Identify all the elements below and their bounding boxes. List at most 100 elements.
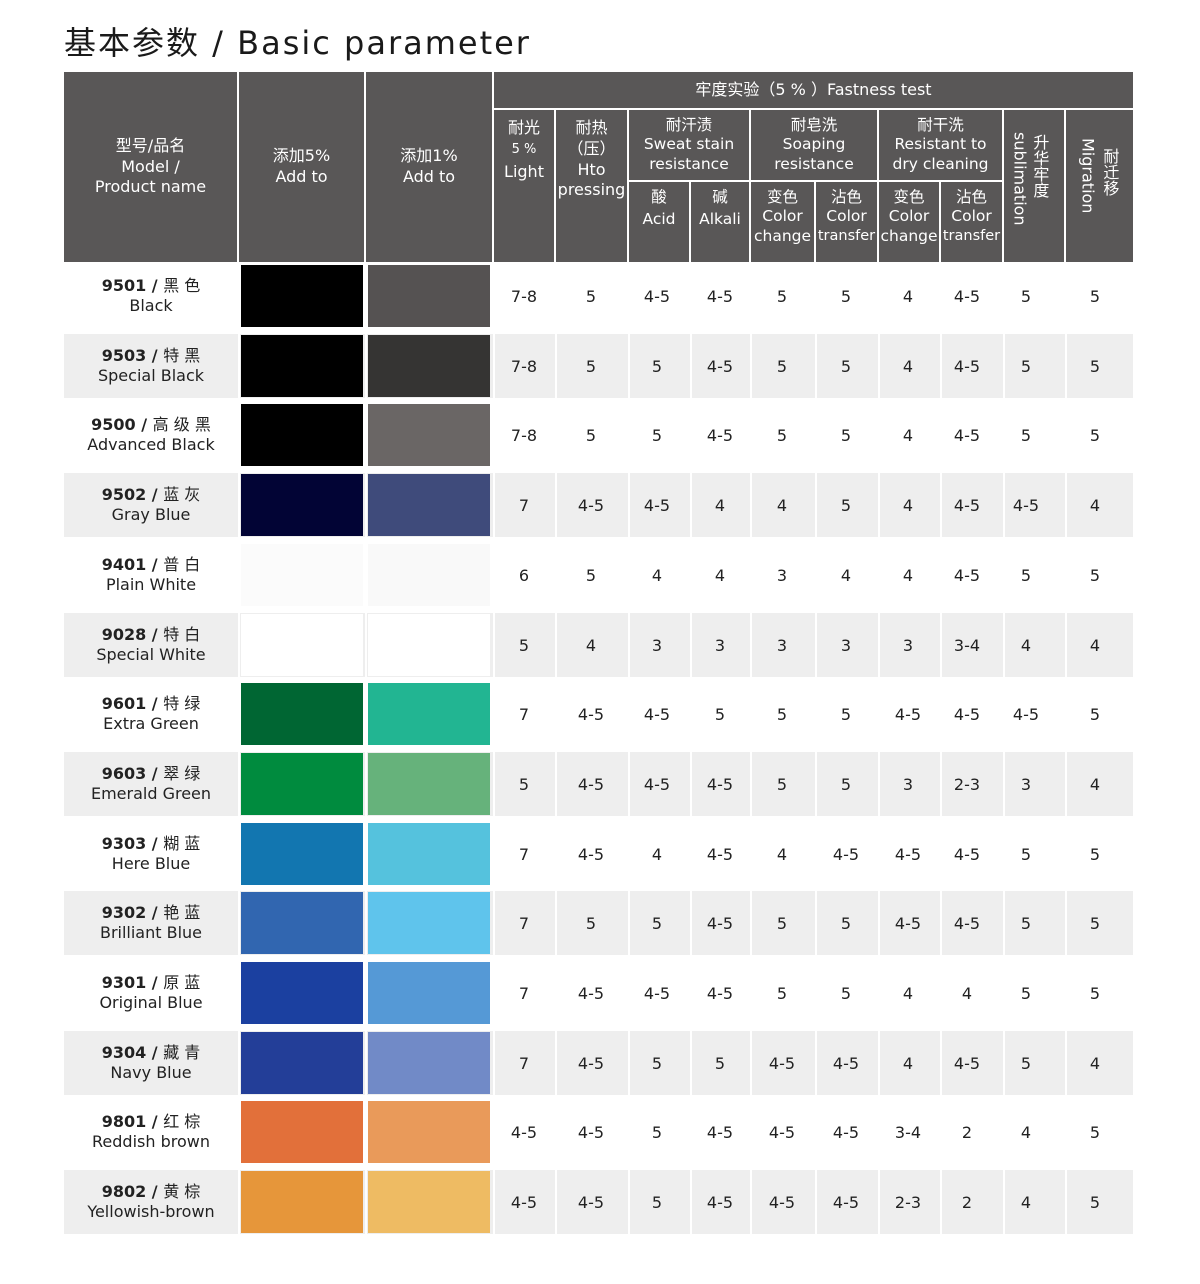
header-sublimation-en: sublimation xyxy=(1010,132,1030,226)
column-divider xyxy=(940,334,942,398)
column-divider xyxy=(493,752,495,816)
column-divider xyxy=(750,752,752,816)
header-light-pct: 5 % xyxy=(511,141,537,157)
rating-cell: 4-5 xyxy=(953,704,981,724)
header-soap-transfer-cn: 沾色 xyxy=(830,188,862,206)
column-divider xyxy=(815,403,817,467)
column-divider xyxy=(628,891,630,955)
column-divider xyxy=(878,403,880,467)
rating-cell: 4 xyxy=(1020,1192,1032,1212)
header-sweat-en2: resistance xyxy=(649,154,729,173)
product-code: 9801 xyxy=(101,1112,147,1132)
column-divider xyxy=(815,334,817,398)
rating-cell: 4 xyxy=(776,844,788,864)
rating-cell: 5 xyxy=(651,356,663,376)
rating-cell: 7-8 xyxy=(510,286,538,306)
column-divider xyxy=(690,1100,692,1164)
swatch-5pct xyxy=(241,892,363,954)
product-separator: / xyxy=(146,276,164,296)
column-divider xyxy=(878,822,880,886)
product-separator: / xyxy=(146,346,164,366)
column-divider xyxy=(750,1100,752,1164)
swatch-1pct xyxy=(368,892,490,954)
column-divider xyxy=(1065,752,1067,816)
rating-cell: 4-5 xyxy=(706,983,734,1003)
column-divider xyxy=(628,961,630,1025)
rating-cell: 7 xyxy=(518,495,530,515)
column-divider xyxy=(1065,403,1067,467)
column-divider xyxy=(878,1031,880,1095)
rating-cell: 5 xyxy=(776,913,788,933)
product-en-name: Plain White xyxy=(105,575,197,594)
column-divider xyxy=(1003,752,1005,816)
header-dry-change-en2: change xyxy=(880,226,938,245)
rating-cell: 4-5 xyxy=(832,1192,860,1212)
rating-cell: 4 xyxy=(961,983,973,1003)
product-code: 9501 xyxy=(101,276,147,296)
rating-cell: 4 xyxy=(902,286,914,306)
product-en-name: Advanced Black xyxy=(87,435,215,454)
product-name-line: 9802 / 黄 棕 xyxy=(102,1182,201,1202)
product-code: 9028 xyxy=(101,625,147,645)
column-divider xyxy=(1065,334,1067,398)
column-divider xyxy=(1003,1031,1005,1095)
column-divider xyxy=(238,891,240,955)
rating-cell: 5 xyxy=(585,286,597,306)
column-divider xyxy=(365,961,367,1025)
rating-cell: 2 xyxy=(961,1192,973,1212)
column-divider xyxy=(493,334,495,398)
header-migration-cn: 耐迁移 xyxy=(1100,148,1120,196)
rating-cell: 3 xyxy=(714,635,726,655)
column-divider xyxy=(493,961,495,1025)
column-divider xyxy=(555,822,557,886)
column-divider xyxy=(878,1170,880,1234)
column-divider xyxy=(365,334,367,398)
rating-cell: 4 xyxy=(902,983,914,1003)
column-divider xyxy=(878,682,880,746)
product-separator: / xyxy=(146,764,164,784)
swatch-1pct xyxy=(368,1171,490,1233)
column-divider xyxy=(815,613,817,677)
rating-cell: 4-5 xyxy=(953,356,981,376)
column-divider xyxy=(238,961,240,1025)
product-cn-name: 特 白 xyxy=(163,625,201,645)
column-divider xyxy=(1065,473,1067,537)
rating-cell: 4-5 xyxy=(643,286,671,306)
product-en-name: Here Blue xyxy=(111,854,191,873)
rating-cell: 5 xyxy=(1089,913,1101,933)
swatch-5pct xyxy=(241,474,363,536)
swatch-5pct xyxy=(241,614,363,676)
column-divider xyxy=(238,682,240,746)
rating-cell: 5 xyxy=(840,913,852,933)
rating-cell: 4-5 xyxy=(706,1192,734,1212)
rating-cell: 5 xyxy=(585,913,597,933)
rating-cell: 5 xyxy=(776,774,788,794)
column-divider xyxy=(940,1100,942,1164)
rating-cell: 5 xyxy=(1020,286,1032,306)
header-hot-paren: （压） xyxy=(567,138,616,158)
column-divider xyxy=(365,682,367,746)
column-divider xyxy=(555,403,557,467)
column-divider xyxy=(493,403,495,467)
header-hot-en2: pressing xyxy=(557,180,626,200)
column-divider xyxy=(493,613,495,677)
column-divider xyxy=(940,1170,942,1234)
product-separator: / xyxy=(146,555,164,575)
product-cn-name: 原 蓝 xyxy=(163,973,201,993)
column-divider xyxy=(555,473,557,537)
product-en-name: Emerald Green xyxy=(90,784,212,803)
rating-cell: 5 xyxy=(1020,565,1032,585)
rating-cell: 3 xyxy=(1020,774,1032,794)
column-divider xyxy=(365,1031,367,1095)
column-divider xyxy=(555,961,557,1025)
column-divider xyxy=(750,891,752,955)
product-code: 9302 xyxy=(101,903,147,923)
product-name: 9500 / 高 级 黑 Advanced Black xyxy=(64,403,238,467)
rating-cell: 4-5 xyxy=(953,913,981,933)
rating-cell: 5 xyxy=(1089,1122,1101,1142)
column-divider xyxy=(493,1100,495,1164)
rating-cell: 4-5 xyxy=(894,704,922,724)
rating-cell: 4-5 xyxy=(832,1122,860,1142)
rating-cell: 4-5 xyxy=(577,704,605,724)
swatch-5pct xyxy=(241,265,363,327)
